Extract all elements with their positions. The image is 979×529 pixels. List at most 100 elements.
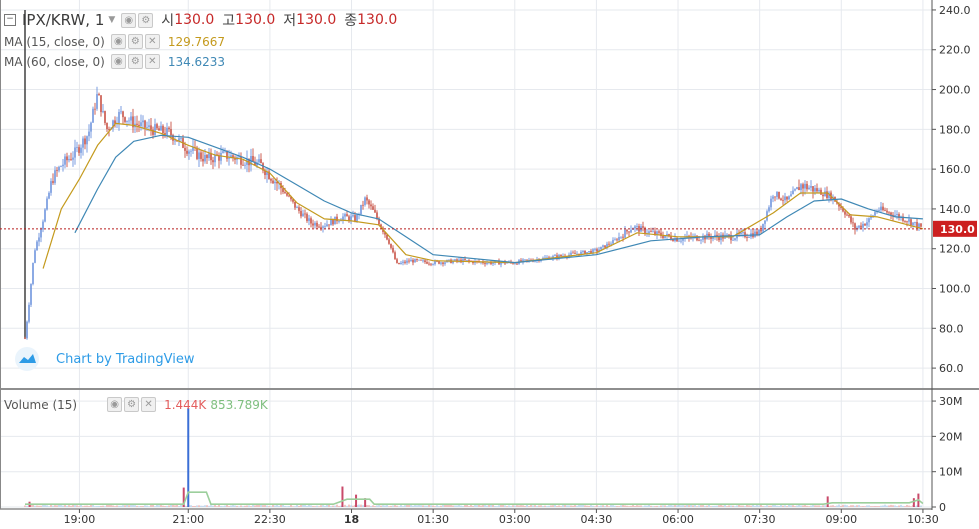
candle-body (860, 225, 862, 228)
candle-body (608, 243, 610, 245)
volume-bar (282, 504, 284, 507)
volume-bar (800, 505, 802, 507)
candle-body (364, 197, 366, 205)
gear-icon[interactable]: ⚙ (127, 54, 143, 69)
volume-bar (348, 504, 350, 507)
volume-bar (268, 506, 270, 507)
candle-body (574, 252, 576, 254)
candle-body (344, 214, 346, 217)
candle-body (42, 221, 44, 230)
volume-bar (480, 505, 482, 507)
candle-body (88, 131, 90, 137)
candle-body (346, 214, 348, 217)
candle-body (784, 196, 786, 201)
candle-body (142, 120, 144, 123)
volume-bar (458, 504, 460, 507)
volume-bar (90, 504, 92, 507)
tradingview-watermark[interactable]: Chart by TradingView (14, 346, 194, 372)
candle-body (298, 207, 300, 211)
volume-bar (260, 505, 262, 507)
volume-bar (118, 505, 120, 507)
candle-body (610, 243, 612, 245)
volume-bar (596, 505, 598, 507)
volume-bar (212, 505, 214, 507)
volume-bar (280, 504, 282, 507)
candle-body (140, 122, 142, 127)
candle-body (522, 259, 524, 262)
candle-body (826, 191, 828, 199)
volume-bar (910, 506, 912, 507)
volume-bar (824, 505, 826, 507)
candle-body (178, 138, 180, 142)
candle-body (326, 224, 328, 227)
candle-body (762, 223, 764, 232)
gear-icon[interactable]: ⚙ (127, 34, 143, 49)
close-icon[interactable]: ✕ (144, 34, 160, 49)
volume-bar (328, 504, 330, 507)
volume-bar (406, 504, 408, 507)
volume-bar (530, 504, 532, 507)
candle-body (582, 250, 584, 252)
candle-body (162, 125, 164, 134)
gear-icon[interactable]: ⚙ (124, 397, 140, 412)
volume-bar (558, 505, 560, 507)
volume-bar (46, 505, 48, 507)
volume-bar (320, 505, 322, 507)
gear-icon[interactable]: ⚙ (138, 12, 154, 28)
candle-body (122, 111, 124, 118)
candle-body (394, 252, 396, 260)
volume-bar (786, 506, 788, 507)
candle-body (668, 234, 670, 237)
volume-bar (796, 505, 798, 507)
candle-body (124, 117, 126, 122)
volume-bar (732, 505, 734, 507)
dropdown-icon[interactable]: ▼ (108, 15, 116, 25)
candle-body (432, 264, 434, 265)
candle-body (388, 239, 390, 244)
eye-icon[interactable]: ◉ (110, 54, 126, 69)
close-icon[interactable]: ✕ (144, 54, 160, 69)
volume-bar (614, 505, 616, 507)
candle-body (174, 140, 176, 142)
volume-bar (64, 504, 66, 507)
candle-body (296, 207, 298, 209)
candle-body (654, 231, 656, 235)
candle-body (866, 222, 868, 226)
candle-body (612, 239, 614, 244)
volume-bar (322, 505, 324, 507)
eye-icon[interactable]: ◉ (121, 12, 137, 28)
candle-body (648, 231, 650, 234)
candle-body (744, 232, 746, 238)
volume-bar (774, 504, 776, 507)
candle-body (700, 239, 702, 241)
candle-body (158, 128, 160, 131)
price-axis-label: 100.0 (939, 283, 971, 296)
volume-bar (578, 504, 580, 507)
eye-icon[interactable]: ◉ (110, 34, 126, 49)
volume-bar (292, 506, 294, 507)
volume-bar (432, 505, 434, 507)
candle-body (652, 231, 654, 233)
candle-body (678, 240, 680, 242)
volume-bar (206, 505, 208, 507)
candle-body (628, 231, 630, 233)
candle-body (448, 259, 450, 261)
volume-bar (24, 505, 26, 507)
volume-bar (728, 505, 730, 507)
close-icon[interactable]: ✕ (141, 397, 157, 412)
volume-bar (788, 504, 790, 507)
volume-bar (398, 506, 400, 507)
volume-bar (848, 506, 850, 507)
candle-body (416, 259, 418, 261)
volume-bar (588, 505, 590, 507)
collapse-icon[interactable]: − (4, 14, 16, 26)
volume-bar (68, 505, 70, 507)
volume-bar (156, 504, 158, 507)
eye-icon[interactable]: ◉ (107, 397, 123, 412)
candle-body (642, 226, 644, 228)
candle-body (812, 186, 814, 192)
volume-bar (110, 505, 112, 507)
volume-bar (790, 505, 792, 507)
last-price-label: 130.0 (940, 223, 975, 236)
